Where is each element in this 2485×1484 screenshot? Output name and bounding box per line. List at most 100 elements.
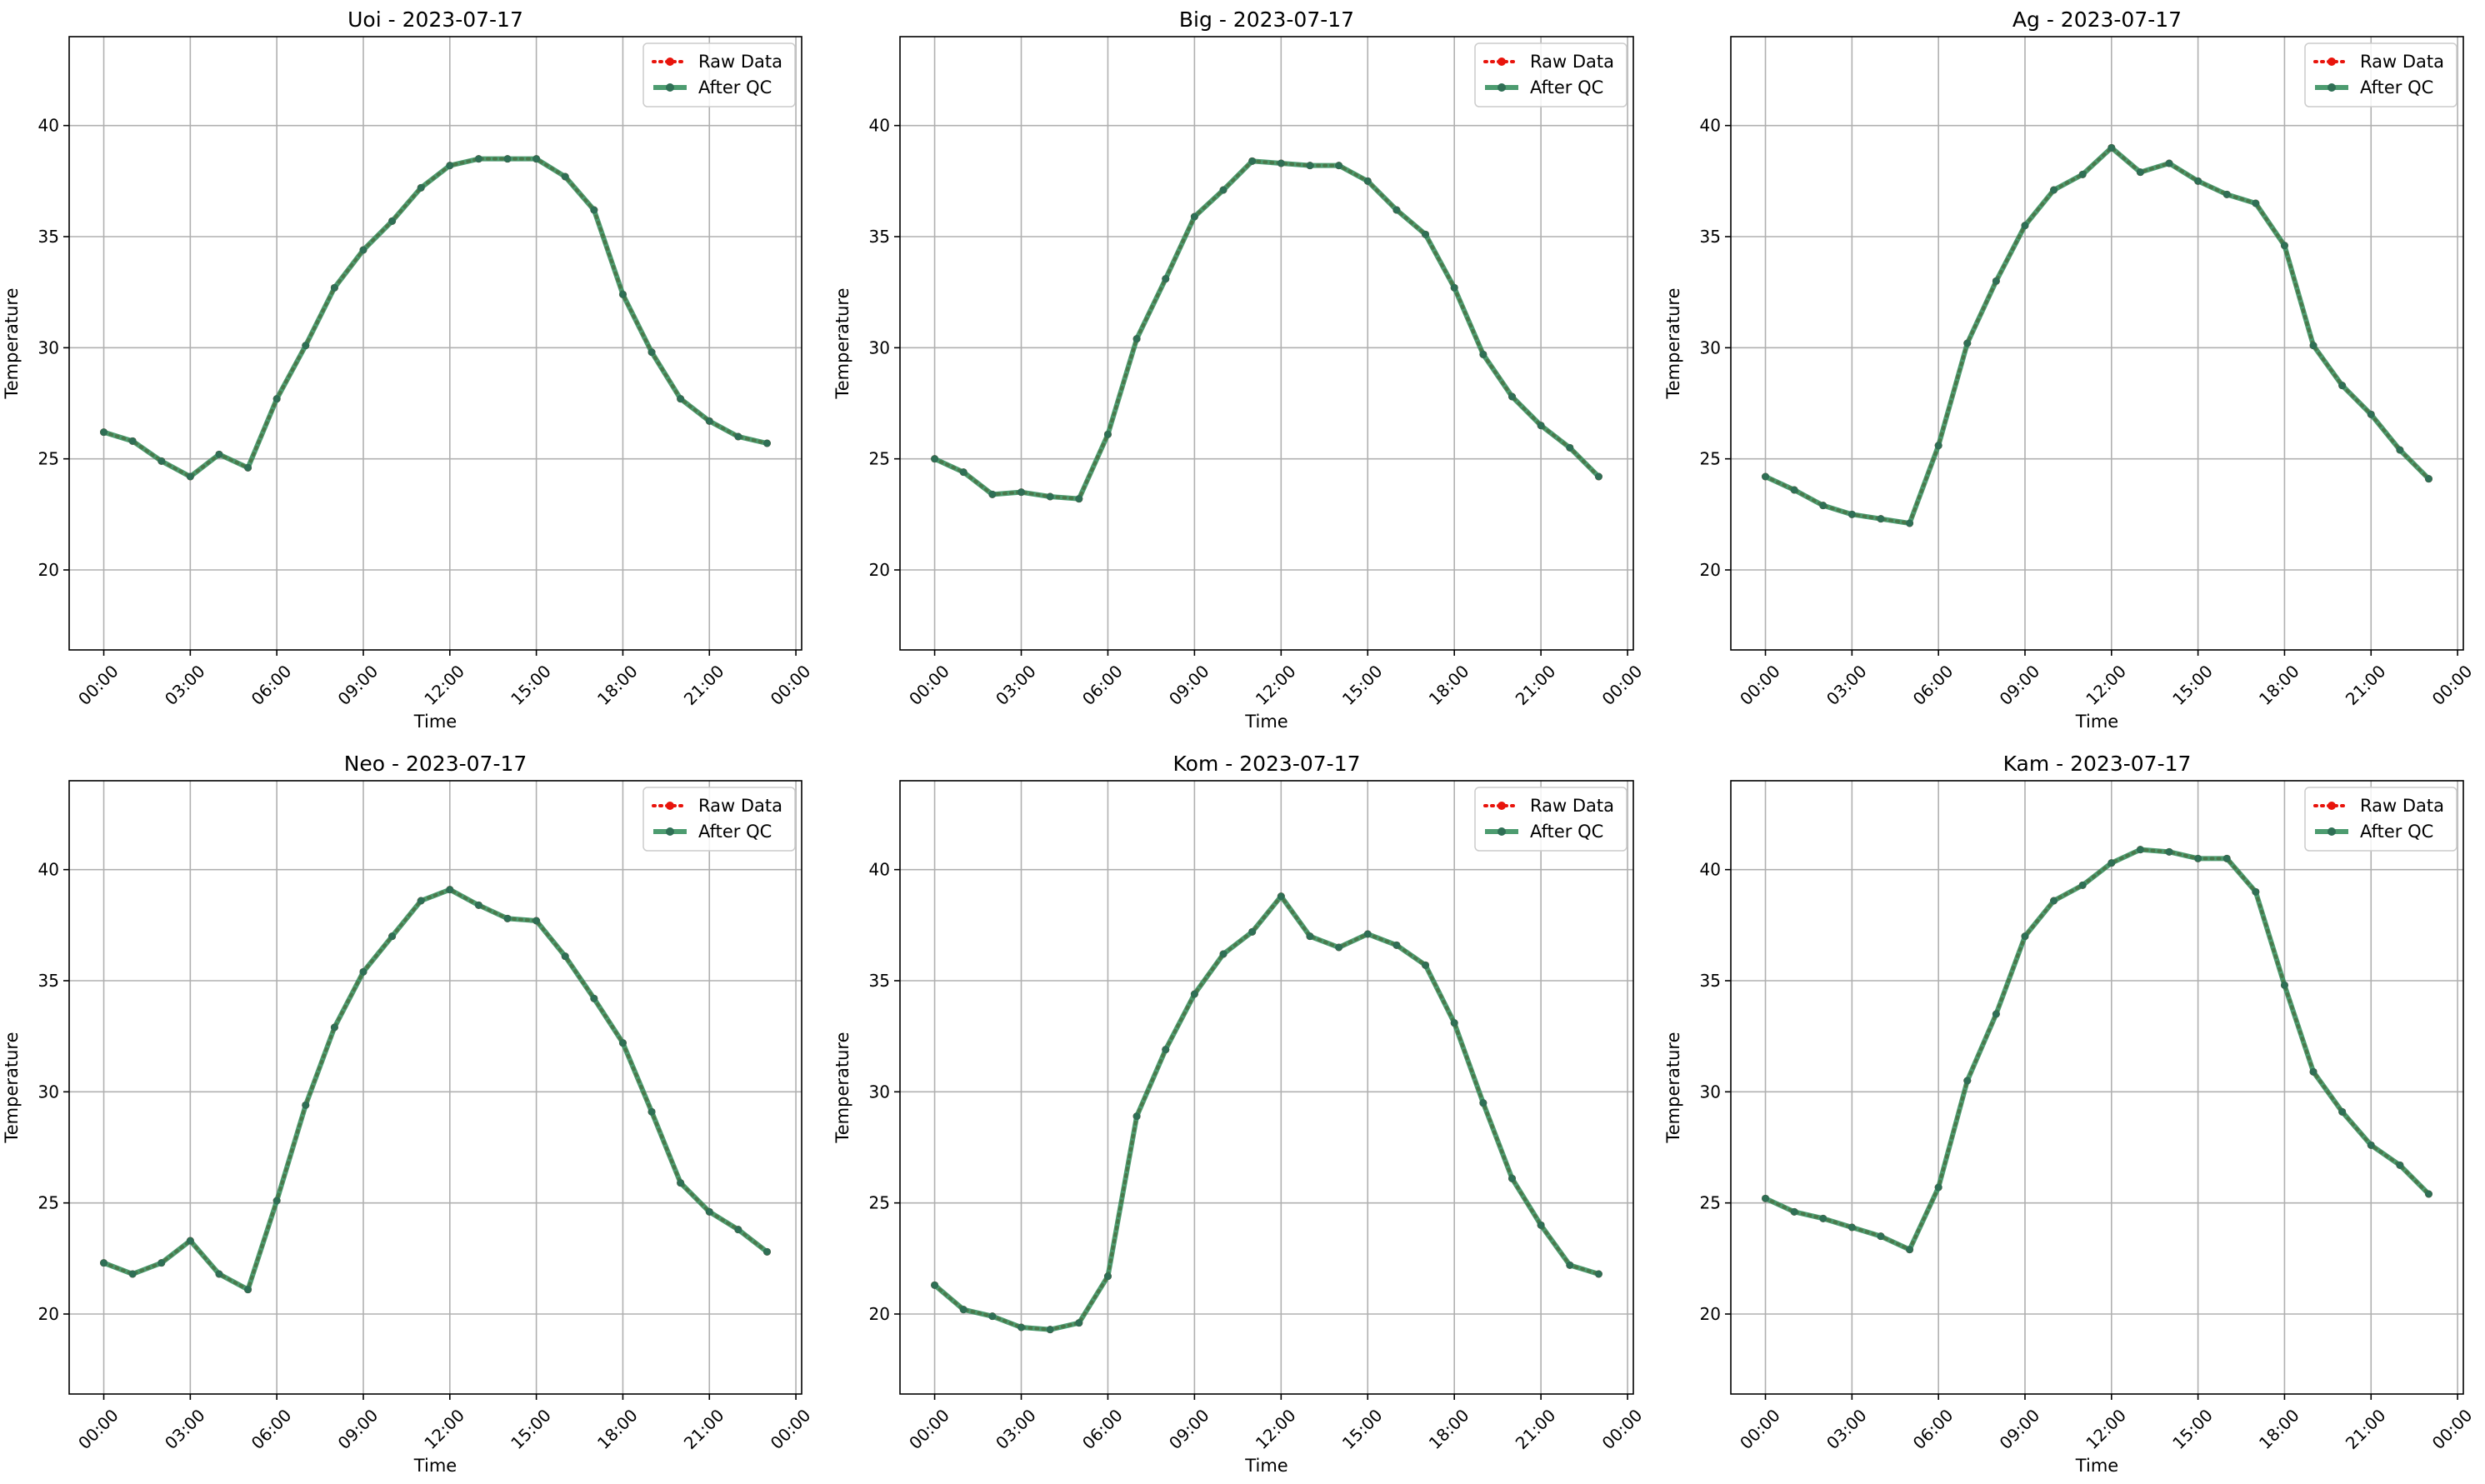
- after-qc-point: [128, 1270, 137, 1278]
- y-tick-label: 25: [38, 1193, 59, 1213]
- y-tick-label: 20: [1700, 1304, 1721, 1324]
- x-tick-label: 09:00: [1165, 661, 1213, 709]
- series-after-qc-line: [101, 156, 770, 479]
- x-tick-label: 15:00: [507, 661, 555, 709]
- after-qc-point: [1306, 932, 1314, 941]
- after-qc-point: [1906, 519, 1914, 527]
- after-qc-point: [1848, 1223, 1856, 1232]
- series-raw-data-line: [932, 893, 1601, 1332]
- x-tick-label: 21:00: [1512, 1405, 1560, 1453]
- after-qc-point: [1762, 472, 1770, 481]
- y-axis-label: Temperature: [2, 287, 22, 399]
- legend-raw-label: Raw Data: [2360, 796, 2444, 816]
- y-axis-label: Temperature: [832, 287, 852, 399]
- after-qc-point: [2424, 475, 2432, 483]
- after-qc-point: [158, 457, 166, 465]
- after-qc-point: [446, 162, 454, 170]
- legend: Raw Data After QC: [642, 787, 796, 852]
- after-qc-point: [1219, 950, 1228, 958]
- after-qc-point: [1450, 283, 1458, 292]
- after-qc-point: [2136, 846, 2144, 854]
- series-after-qc-line: [932, 893, 1602, 1332]
- after-qc-point: [186, 1237, 194, 1245]
- x-tick-label: 21:00: [1512, 661, 1560, 709]
- x-tick-label: 03:00: [1822, 1405, 1871, 1453]
- axes-frame: [1730, 36, 2464, 651]
- after-qc-point: [2280, 242, 2288, 250]
- after-qc-point: [1537, 1221, 1545, 1229]
- after-qc-point: [705, 417, 713, 425]
- after-qc-point: [1963, 339, 1972, 347]
- legend-qc-marker: [666, 827, 674, 836]
- x-tick-label: 00:00: [905, 661, 953, 709]
- after-qc-point: [1190, 212, 1198, 221]
- x-tick-label: 15:00: [507, 1405, 555, 1453]
- after-qc-point: [330, 1023, 338, 1032]
- x-tick-label: 09:00: [334, 1405, 382, 1453]
- series-raw-data-line: [102, 887, 769, 1292]
- legend: Raw Data After QC: [2304, 787, 2458, 852]
- after-qc-point: [1422, 230, 1430, 238]
- after-qc-point: [532, 917, 541, 925]
- after-qc-point: [677, 1179, 685, 1187]
- legend-qc-label: After QC: [698, 77, 772, 97]
- y-tick-label: 40: [1700, 116, 1721, 136]
- legend: Raw Data After QC: [2304, 42, 2458, 107]
- y-tick-label: 25: [1700, 449, 1721, 469]
- after-qc-point: [2280, 981, 2288, 989]
- legend-qc-marker: [2328, 83, 2336, 92]
- after-qc-point: [2136, 168, 2144, 177]
- after-qc-point: [302, 1101, 310, 1109]
- x-tick-label: 06:00: [248, 1405, 296, 1453]
- after-qc-point: [1819, 502, 1828, 510]
- after-qc-point: [272, 395, 281, 403]
- x-tick-label: 06:00: [1909, 661, 1958, 709]
- legend-box: [1474, 787, 1628, 852]
- after-qc-point: [959, 1306, 968, 1314]
- legend-raw-label: Raw Data: [2360, 52, 2444, 72]
- y-tick-label: 25: [869, 1193, 890, 1213]
- axes-frame: [68, 780, 802, 1395]
- x-tick-label: 18:00: [593, 1405, 642, 1453]
- y-tick-label: 20: [869, 560, 890, 580]
- chart-panel-5: 20 25 30 35 40 00:00 03:00 06:00 09:00 12:00 15:00…: [832, 752, 1646, 1476]
- after-qc-point: [1248, 927, 1257, 936]
- legend-qc-marker: [666, 83, 674, 92]
- chart-title: Kom - 2023-07-17: [1173, 752, 1361, 776]
- after-qc-point: [590, 206, 598, 214]
- x-tick-label: 06:00: [1078, 1405, 1127, 1453]
- after-qc-point: [1479, 350, 1488, 358]
- legend-qc-label: After QC: [698, 822, 772, 842]
- after-qc-point: [762, 439, 771, 447]
- legend-box: [1474, 42, 1628, 107]
- series-raw-data-line: [102, 157, 769, 479]
- after-qc-point: [1132, 1112, 1141, 1121]
- after-qc-point: [2108, 859, 2116, 867]
- after-qc-point: [1132, 335, 1141, 343]
- after-qc-point: [1790, 486, 1798, 494]
- chart-panel-3: 20 25 30 35 40 00:00 03:00 06:00 09:00 12:00 15:00…: [1663, 7, 2476, 732]
- after-qc-point: [359, 246, 368, 254]
- after-qc-point: [1018, 1323, 1026, 1332]
- after-qc-point: [1566, 443, 1574, 452]
- x-tick-label: 00:00: [1736, 1405, 1784, 1453]
- after-qc-point: [2021, 222, 2029, 230]
- x-tick-label: 00:00: [767, 661, 815, 709]
- after-qc-point: [2367, 1141, 2375, 1149]
- after-qc-point: [1335, 162, 1343, 170]
- legend-qc-label: After QC: [1530, 77, 1603, 97]
- after-qc-point: [1363, 177, 1372, 185]
- legend-raw-label: Raw Data: [698, 52, 782, 72]
- after-qc-point: [474, 155, 482, 163]
- after-qc-point: [2309, 1067, 2318, 1076]
- after-qc-point: [359, 967, 368, 976]
- after-qc-point: [158, 1259, 166, 1267]
- after-qc-point: [2050, 186, 2058, 194]
- after-qc-point: [2252, 199, 2260, 207]
- legend-raw-marker: [666, 802, 674, 810]
- after-qc-point: [1162, 1046, 1170, 1054]
- after-qc-point: [1762, 1194, 1770, 1202]
- after-qc-point: [1566, 1261, 1574, 1269]
- chart-panel-6: 20 25 30 35 40 00:00 03:00 06:00 09:00 12:00 15:00…: [1663, 752, 2476, 1476]
- after-qc-point: [618, 1039, 627, 1047]
